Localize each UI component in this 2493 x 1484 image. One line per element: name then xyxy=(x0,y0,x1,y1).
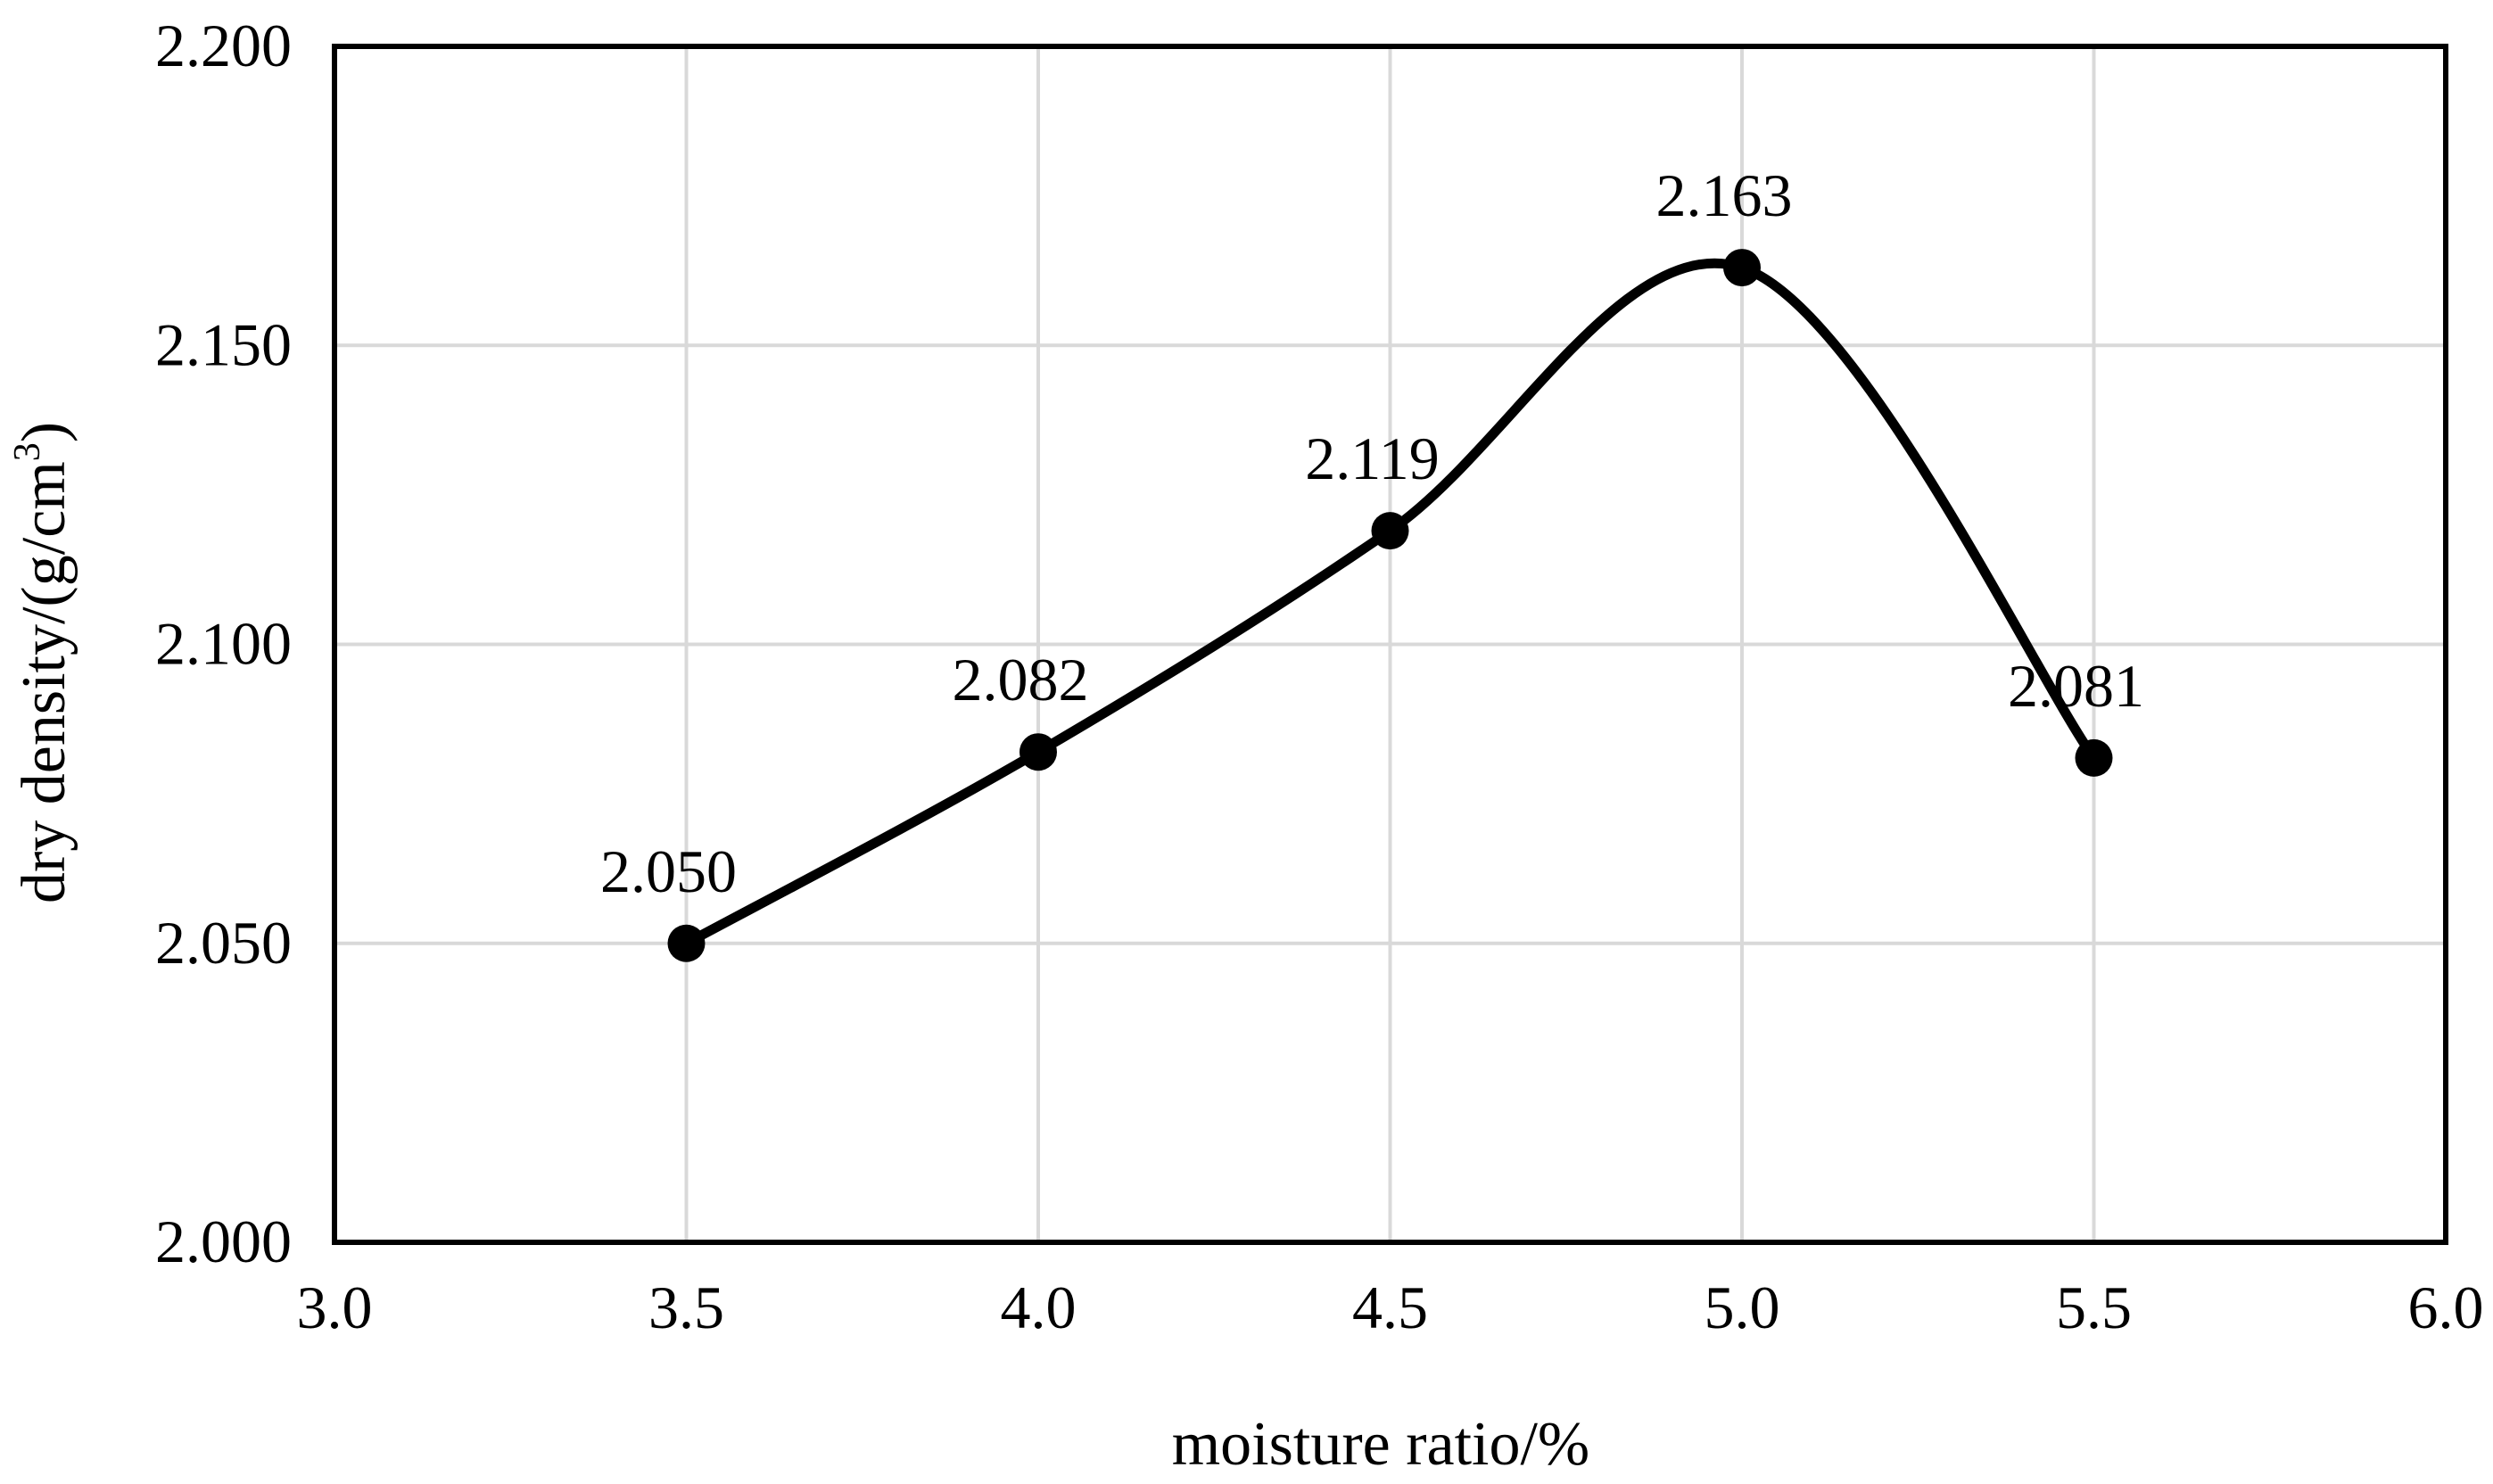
data-label: 2.082 xyxy=(953,646,1089,713)
tick-labels: 3.0 3.5 4.0 4.5 5.0 5.5 6.0 2.000 2.050 2.100 2.15… xyxy=(155,12,2484,1341)
plot-area-frame xyxy=(332,44,2448,1245)
x-axis-title: moisture ratio/% xyxy=(1172,1410,1590,1479)
y-tick-label: 2.050 xyxy=(155,909,292,977)
y-axis-title-main: dry density/(g/cm xyxy=(10,461,78,903)
data-point xyxy=(667,924,706,962)
y-axis-title-superscript: 3 xyxy=(7,442,48,461)
data-label: 2.163 xyxy=(1656,161,1793,229)
data-point xyxy=(1723,249,1761,287)
data-point xyxy=(2075,738,2113,777)
y-axis-title: dry density/(g/cm3) xyxy=(7,422,78,903)
x-tick-label: 5.5 xyxy=(2056,1274,2132,1341)
y-tick-label: 2.000 xyxy=(155,1208,292,1275)
data-point xyxy=(1371,512,1409,550)
y-tick-label: 2.150 xyxy=(155,310,292,378)
data-point xyxy=(1019,733,1057,771)
x-tick-label: 4.0 xyxy=(1001,1274,1077,1341)
x-tick-label: 6.0 xyxy=(2408,1274,2484,1341)
y-tick-label: 2.200 xyxy=(155,12,292,79)
series-line xyxy=(681,258,2099,949)
y-tick-label: 2.100 xyxy=(155,610,292,678)
series-layer xyxy=(667,249,2113,962)
data-label: 2.119 xyxy=(1305,425,1439,492)
y-axis-title-suffix: ) xyxy=(10,422,78,442)
x-tick-label: 3.0 xyxy=(297,1274,373,1341)
data-label: 2.081 xyxy=(2008,652,2144,720)
grid xyxy=(334,46,2446,1242)
x-tick-label: 4.5 xyxy=(1352,1274,1428,1341)
x-tick-label: 5.0 xyxy=(1705,1274,1780,1341)
data-label: 2.050 xyxy=(600,837,737,905)
x-tick-label: 3.5 xyxy=(648,1274,724,1341)
data-labels: 2.050 2.082 2.119 2.163 2.081 xyxy=(600,161,2144,905)
